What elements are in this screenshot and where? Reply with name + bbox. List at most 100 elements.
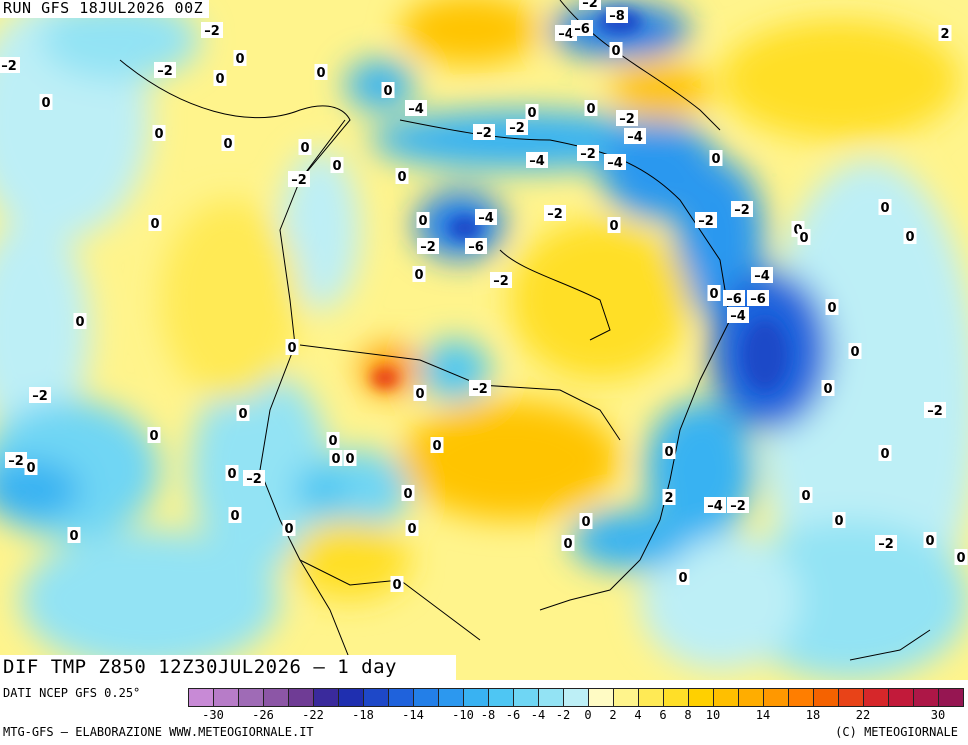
contour-value-label: 0 — [903, 228, 917, 245]
svg-text:–6: –6 — [574, 22, 590, 37]
contour-value-label: 0 — [607, 217, 621, 234]
contour-value-label: 0 — [225, 465, 239, 482]
svg-text:0: 0 — [801, 489, 810, 504]
contour-value-label: 0 — [954, 549, 968, 566]
contour-value-label: 0 — [709, 150, 723, 167]
contour-value-label: 0 — [390, 576, 404, 593]
contour-value-label: –4 — [604, 154, 626, 171]
svg-text:2: 2 — [940, 27, 949, 42]
legend-swatch — [463, 688, 489, 707]
svg-text:–2: –2 — [698, 214, 714, 229]
legend-tick-label: 30 — [930, 708, 946, 722]
svg-text:0: 0 — [586, 102, 595, 117]
legend-swatch — [763, 688, 789, 707]
legend-swatch — [338, 688, 364, 707]
contour-value-label: 2 — [938, 25, 952, 42]
contour-value-label: 0 — [343, 450, 357, 467]
legend-tick-label: 10 — [705, 708, 721, 722]
svg-text:0: 0 — [284, 522, 293, 537]
svg-text:0: 0 — [149, 429, 158, 444]
contour-value-label: 0 — [285, 339, 299, 356]
svg-text:–4: –4 — [478, 211, 494, 226]
legend-swatch — [938, 688, 964, 707]
contour-value-label: 0 — [73, 313, 87, 330]
svg-text:–2: –2 — [927, 404, 943, 419]
svg-text:–6: –6 — [750, 292, 766, 307]
contour-value-label: 0 — [584, 100, 598, 117]
svg-text:–4: –4 — [529, 154, 545, 169]
legend-tick-label: -18 — [352, 708, 374, 722]
legend-swatch — [388, 688, 414, 707]
svg-text:–4: –4 — [754, 269, 770, 284]
svg-text:0: 0 — [609, 219, 618, 234]
contour-value-label: –2 — [577, 145, 599, 162]
contour-value-label: 0 — [525, 104, 539, 121]
legend-tick-label: 8 — [684, 708, 692, 722]
legend-swatch — [563, 688, 589, 707]
legend-tick-label: -30 — [202, 708, 224, 722]
svg-text:0: 0 — [527, 106, 536, 121]
svg-text:–4: –4 — [730, 309, 746, 324]
contour-value-label: –2 — [0, 57, 20, 74]
contour-value-label: 0 — [152, 125, 166, 142]
svg-text:–2: –2 — [246, 472, 262, 487]
legend-swatch — [888, 688, 914, 707]
svg-text:0: 0 — [563, 537, 572, 552]
contour-value-label: 0 — [707, 285, 721, 302]
svg-text:–2: –2 — [730, 499, 746, 514]
svg-text:2: 2 — [664, 491, 673, 506]
contour-value-label: 0 — [561, 535, 575, 552]
svg-text:0: 0 — [880, 201, 889, 216]
contour-value-label: –8 — [606, 7, 628, 24]
svg-text:0: 0 — [26, 461, 35, 476]
contour-value-label: –4 — [405, 100, 427, 117]
contour-value-label: –4 — [751, 267, 773, 284]
svg-text:–2: –2 — [157, 64, 173, 79]
contour-value-label: 0 — [39, 94, 53, 111]
svg-text:0: 0 — [328, 434, 337, 449]
legend-tick-label: 18 — [805, 708, 821, 722]
contour-value-label: –2 — [544, 205, 566, 222]
contour-value-label: 0 — [579, 513, 593, 530]
svg-text:0: 0 — [711, 152, 720, 167]
svg-text:0: 0 — [418, 214, 427, 229]
legend-tick-label: 22 — [855, 708, 871, 722]
svg-text:–4: –4 — [607, 156, 623, 171]
legend-swatch — [863, 688, 889, 707]
legend-tick-label: 0 — [584, 708, 592, 722]
data-source-label: DATI NCEP GFS 0.25° — [3, 686, 141, 700]
contour-value-label: –2 — [243, 470, 265, 487]
svg-text:0: 0 — [227, 467, 236, 482]
legend-swatch — [188, 688, 214, 707]
legend-tick-label: 4 — [634, 708, 642, 722]
svg-text:–2: –2 — [32, 389, 48, 404]
contour-value-label: –4 — [624, 128, 646, 145]
svg-text:–4: –4 — [707, 499, 723, 514]
svg-text:0: 0 — [414, 268, 423, 283]
legend-tick-label: -8 — [480, 708, 496, 722]
legend-swatch — [638, 688, 664, 707]
contour-value-label: –2 — [417, 238, 439, 255]
temperature-anomaly-map[interactable]: –2 –2 0 0 0 –4 –6 –8 –2 0 2 0 –2 0 0 –2 –4 0 0 –2 –2 –4 0 –4 –4–… — [0, 0, 968, 680]
legend-swatch — [238, 688, 264, 707]
svg-text:0: 0 — [154, 127, 163, 142]
svg-text:0: 0 — [925, 534, 934, 549]
contour-value-label: –2 — [731, 201, 753, 218]
contour-value-label: 0 — [832, 512, 846, 529]
contour-value-label: –2 — [288, 171, 310, 188]
svg-text:–6: –6 — [726, 292, 742, 307]
legend-tick-label: -26 — [252, 708, 274, 722]
contour-value-label: 0 — [329, 450, 343, 467]
legend-tick-label: -22 — [302, 708, 324, 722]
credit-left: MTG-GFS – ELABORAZIONE WWW.METEOGIORNALE… — [3, 725, 314, 739]
svg-text:–2: –2 — [493, 274, 509, 289]
contour-value-label: –4 — [475, 209, 497, 226]
svg-text:0: 0 — [235, 52, 244, 67]
legend-swatch — [538, 688, 564, 707]
contour-value-label: –4 — [526, 152, 548, 169]
contour-value-label: 0 — [609, 42, 623, 59]
contour-value-label: –2 — [506, 119, 528, 136]
legend-swatch — [513, 688, 539, 707]
svg-text:–2: –2 — [547, 207, 563, 222]
